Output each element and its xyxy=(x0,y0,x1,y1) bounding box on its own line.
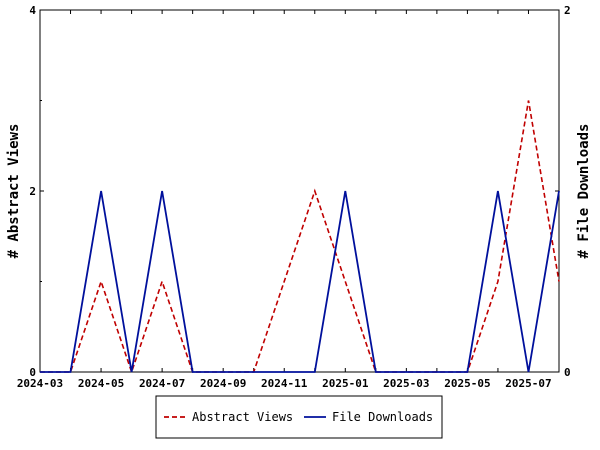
x-tick-label: 2024-11 xyxy=(261,377,308,390)
y-tick-label: 2 xyxy=(29,185,36,198)
y2-tick-label: 2 xyxy=(564,4,571,17)
series-line-abstract-views xyxy=(40,100,560,375)
x-tick-label: 2024-09 xyxy=(200,377,246,390)
legend: Abstract Views File Downloads xyxy=(155,395,443,439)
x-tick-label: 2024-05 xyxy=(78,377,124,390)
series-layer xyxy=(40,100,560,375)
legend-box xyxy=(155,395,443,439)
x-tick-label: 2024-03 xyxy=(17,377,63,390)
legend-label: Abstract Views xyxy=(192,410,293,424)
legend-label: File Downloads xyxy=(332,410,433,424)
x-tick-label: 2025-07 xyxy=(505,377,551,390)
x-tick-label: 2025-05 xyxy=(444,377,490,390)
series-line-file-downloads xyxy=(40,190,560,373)
y2-axis-title: # File Downloads xyxy=(576,124,592,259)
x-tick-label: 2025-01 xyxy=(322,377,369,390)
y-axis-title: # Abstract Views xyxy=(6,124,22,259)
plot-area xyxy=(39,9,560,373)
y2-tick-label: 0 xyxy=(564,366,571,379)
y-tick-label: 0 xyxy=(29,366,36,379)
x-tick-label: 2025-03 xyxy=(383,377,429,390)
x-tick-label: 2024-07 xyxy=(139,377,185,390)
y-tick-label: 4 xyxy=(29,4,36,17)
